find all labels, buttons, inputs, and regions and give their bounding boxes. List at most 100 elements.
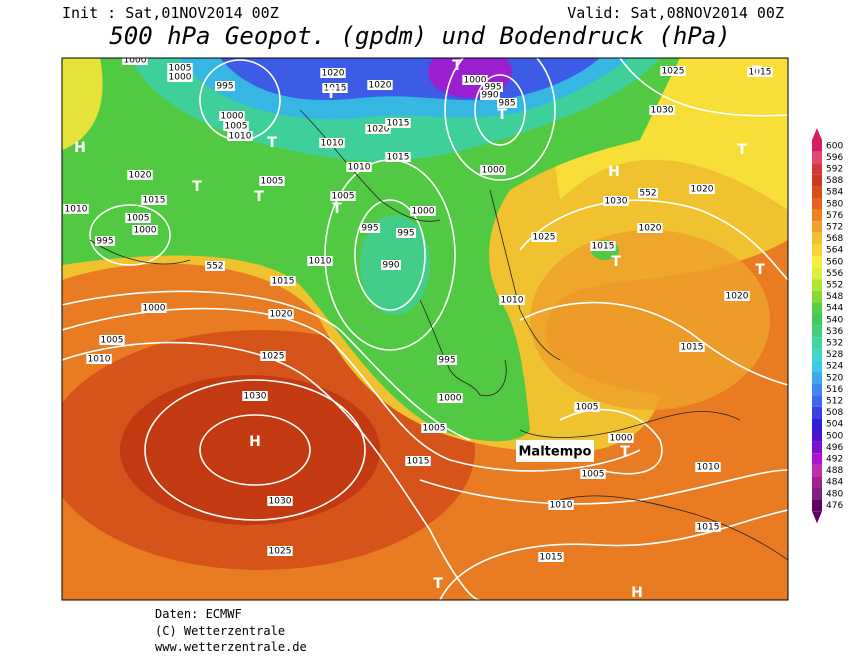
colorbar-label: 488 bbox=[826, 466, 843, 476]
isobar-label-box bbox=[480, 90, 500, 100]
colorbar-label: 496 bbox=[826, 443, 843, 453]
colorbar-label: 492 bbox=[826, 455, 843, 465]
isobar-label-box bbox=[437, 355, 457, 365]
isobar-label: 1005 bbox=[582, 470, 605, 480]
isobar-label: 1020 bbox=[322, 69, 345, 79]
isobar-label-box bbox=[167, 72, 193, 82]
map-title: 500 hPa Geopot. (gpdm) und Bodendruck (h… bbox=[109, 22, 730, 50]
colorbar-label: 524 bbox=[826, 362, 843, 372]
colorbar-label: 560 bbox=[826, 257, 843, 267]
map-area: 1000100510009951020102010151000995990985… bbox=[62, 58, 788, 600]
isobar-label: 1020 bbox=[726, 292, 749, 302]
isobar-label-box bbox=[483, 82, 503, 92]
isobar-label-box bbox=[167, 63, 193, 73]
isobar-label: 1030 bbox=[269, 497, 292, 507]
init-label: Init : Sat,01NOV2014 00Z bbox=[62, 4, 279, 22]
isobar-label: 1025 bbox=[262, 352, 285, 362]
isobar-label: 995 bbox=[96, 237, 113, 247]
colorbar-swatch bbox=[812, 406, 822, 419]
isobar-label-box bbox=[724, 291, 750, 301]
isobar-label-box bbox=[603, 196, 629, 206]
isobar-label: 1005 bbox=[101, 336, 124, 346]
isobar-label: 1010 bbox=[348, 163, 371, 173]
colorbar-swatch bbox=[812, 232, 822, 245]
isobar-label-box bbox=[660, 66, 686, 76]
isobar-label-box bbox=[649, 105, 675, 115]
pressure-center: T bbox=[620, 444, 630, 460]
isobar-label: 1015 bbox=[387, 119, 410, 129]
colorbar-swatch bbox=[812, 337, 822, 349]
colorbar-label: 516 bbox=[826, 385, 843, 395]
colorbar-label: 568 bbox=[826, 234, 843, 244]
isobar-label-box bbox=[689, 184, 715, 194]
isobar-label: 1020 bbox=[639, 224, 662, 234]
colorbar-label: 504 bbox=[826, 420, 843, 430]
isobar-label: 1010 bbox=[321, 139, 344, 149]
colorbar-label: 540 bbox=[826, 315, 843, 325]
pressure-center: H bbox=[608, 164, 620, 180]
colorbar-label: 544 bbox=[826, 304, 843, 314]
colorbar-swatch bbox=[812, 221, 822, 233]
isobar-label: 1005 bbox=[169, 64, 192, 74]
colorbar-label: 592 bbox=[826, 165, 843, 175]
isobar-label: 1030 bbox=[244, 392, 267, 402]
colorbar-swatch bbox=[812, 198, 822, 210]
colorbar-swatch bbox=[812, 418, 822, 430]
isobar-label: 1005 bbox=[225, 122, 248, 132]
isobar-label: 1015 bbox=[143, 196, 166, 206]
isobar-label: 1010 bbox=[550, 501, 573, 511]
colorbar-label: 480 bbox=[826, 489, 843, 499]
colorbar-swatch bbox=[812, 151, 822, 164]
pressure-center: T bbox=[254, 189, 264, 205]
colorbar-swatch bbox=[812, 395, 822, 407]
isobar-label-box bbox=[242, 391, 268, 401]
isobar-label: 1010 bbox=[501, 296, 524, 306]
pressure-center: T bbox=[497, 107, 507, 123]
isobar-label-box bbox=[679, 342, 705, 352]
colorbar-label: 520 bbox=[826, 373, 843, 383]
isobar-label: 1010 bbox=[309, 257, 332, 267]
colorbar-swatch bbox=[812, 290, 822, 303]
isobar-label: 1020 bbox=[270, 310, 293, 320]
isobar-label-box bbox=[590, 241, 616, 251]
isobar-label: 990 bbox=[382, 261, 399, 271]
colorbar-label: 476 bbox=[826, 501, 843, 511]
isobar-label-box bbox=[381, 260, 401, 270]
isobar-label-box bbox=[205, 261, 225, 271]
isobar-label-box bbox=[307, 256, 333, 266]
isobar-label: 1015 bbox=[749, 68, 772, 78]
isobar-label: 995 bbox=[397, 229, 414, 239]
colorbar-swatch bbox=[812, 140, 822, 152]
isobar-label: 1010 bbox=[229, 132, 252, 142]
pressure-center: T bbox=[611, 254, 621, 270]
pressure-center: T bbox=[192, 179, 202, 195]
colorbar-label: 556 bbox=[826, 269, 843, 279]
isobar-label: 1015 bbox=[272, 277, 295, 287]
isobar-label: 1015 bbox=[540, 553, 563, 563]
isobar-label: 995 bbox=[484, 83, 501, 93]
isobar-label-box bbox=[499, 295, 525, 305]
isobar-label-box bbox=[267, 546, 293, 556]
pressure-center: T bbox=[752, 64, 762, 80]
isobar-label-box bbox=[437, 393, 463, 403]
colorbar-swatch bbox=[812, 163, 822, 175]
pressure-center: T bbox=[332, 201, 342, 217]
isobar-label: 1015 bbox=[697, 523, 720, 533]
isobar-label: 1000 bbox=[221, 112, 244, 122]
colorbar-label: 512 bbox=[826, 397, 843, 407]
isobar-label-box bbox=[127, 170, 153, 180]
isobar-label-box bbox=[367, 80, 393, 90]
isobar-label: 995 bbox=[361, 224, 378, 234]
colorbar-label: 532 bbox=[826, 339, 843, 349]
isobar-label: 1015 bbox=[387, 153, 410, 163]
isobar-label: 1030 bbox=[651, 106, 674, 116]
isobar-label: 1000 bbox=[169, 73, 192, 83]
isobar-label-box bbox=[405, 456, 431, 466]
colorbar-swatch bbox=[812, 267, 822, 280]
isobar-label: 1015 bbox=[407, 457, 430, 467]
isobar-label: 985 bbox=[498, 99, 515, 109]
isobar-label-box bbox=[346, 162, 372, 172]
isobar-label: 1000 bbox=[482, 166, 505, 176]
colorbar-label: 500 bbox=[826, 431, 843, 441]
